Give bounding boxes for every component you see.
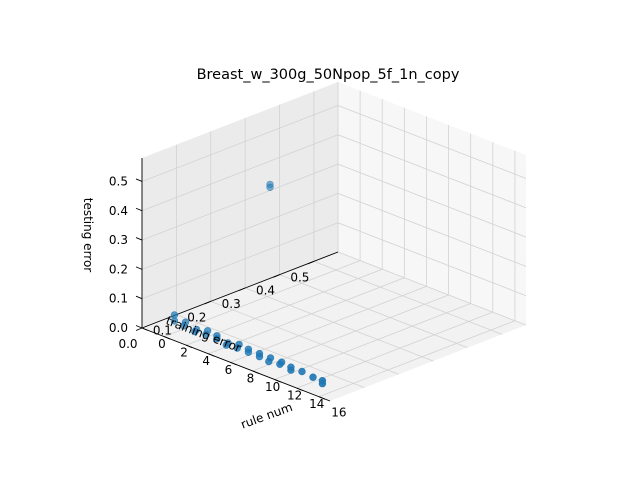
y-grid-floor <box>279 274 468 349</box>
y-tick-mark <box>204 300 211 305</box>
data-point <box>265 357 273 366</box>
data-point <box>233 344 242 352</box>
x-grid-floor <box>208 277 405 355</box>
x-tick-mark <box>318 396 326 400</box>
x-tick-mark <box>274 379 281 383</box>
z-grid-right <box>337 222 527 297</box>
data-point <box>287 366 295 374</box>
z-grid-left <box>141 193 339 270</box>
y-tick-mark <box>238 287 246 291</box>
x-tick-label: 10 <box>265 380 280 394</box>
x-grid-floor <box>186 268 383 346</box>
x-tick-mark <box>208 353 215 357</box>
z-grid-right <box>337 134 527 209</box>
z-grid-left <box>141 105 339 182</box>
data-point <box>276 360 284 368</box>
z-tick-label: 0.3 <box>109 233 128 247</box>
z-grid-left <box>141 134 339 212</box>
y-tick-mark <box>307 260 315 265</box>
z-tick-mark <box>135 207 143 212</box>
axis-panes <box>142 82 526 401</box>
z-tick-mark <box>135 178 143 182</box>
axis-ticks: 024 68 10 12 14 16 0.0 0.1 0.2 0.3 0.4 0.5 0.0 0.1 0.2… <box>109 174 347 419</box>
y-grid-floor <box>245 287 434 362</box>
x-grid-floor <box>318 320 516 398</box>
data-point <box>255 352 264 361</box>
x-tick-mark <box>186 344 193 349</box>
x-tick-label: 0 <box>158 337 166 351</box>
data-point <box>191 327 199 336</box>
z-grid-right <box>337 105 527 179</box>
z-tick-label: 0.5 <box>109 174 128 188</box>
y-tick-label: 0.0 <box>118 337 137 351</box>
y-grid-floor <box>313 260 503 335</box>
data-point <box>170 317 179 325</box>
z-grid-left <box>141 222 339 300</box>
x-grid-floor <box>274 303 471 380</box>
x-tick-label: 4 <box>202 354 210 368</box>
y-tick-label: 0.3 <box>222 297 241 311</box>
z-tick-mark <box>135 325 143 329</box>
x-tick-mark <box>252 370 259 374</box>
y-tick-label: 0.5 <box>290 270 309 284</box>
x-tick-label: 2 <box>180 346 188 360</box>
data-point <box>298 367 306 376</box>
z-tick-label: 0.1 <box>109 292 128 306</box>
x-tick-label: 16 <box>331 406 346 420</box>
z-tick-label: 0.4 <box>109 204 128 218</box>
data-point <box>180 322 188 330</box>
x-grid-floor <box>296 311 493 389</box>
x-grid-floor <box>163 260 361 337</box>
data-point <box>318 379 327 388</box>
y-tick-label: 0.4 <box>256 284 275 298</box>
x-tick-label: 8 <box>247 371 255 385</box>
z-tick-label: 0.2 <box>109 262 128 276</box>
data-point <box>213 332 221 340</box>
x-tick-mark <box>230 361 237 366</box>
x-tick-label: 12 <box>287 389 302 403</box>
x-tick-mark <box>141 327 149 331</box>
z-tick-mark <box>135 237 143 241</box>
y-tick-label: 0.2 <box>187 310 206 324</box>
data-point <box>222 341 231 349</box>
data-point <box>202 330 210 339</box>
z-grid-left <box>141 163 339 241</box>
data-point <box>309 373 317 381</box>
chart-title: Breast_w_300g_50Npop_5f_1n_copy <box>197 67 460 83</box>
x-tick-label: 14 <box>309 397 324 411</box>
floor-pane <box>142 252 526 401</box>
z-tick-mark <box>135 295 143 300</box>
x-tick-label: 6 <box>225 363 233 377</box>
x-axis-label: rule num <box>239 400 295 432</box>
x-tick-mark <box>296 387 303 392</box>
left-wall-pane <box>142 82 338 328</box>
y-tick-label: 0.1 <box>153 324 172 338</box>
z-grid-right <box>337 251 527 326</box>
data-point <box>266 180 274 189</box>
y-grid-floor <box>176 314 365 389</box>
data-points <box>170 180 327 388</box>
y-tick-mark <box>273 274 280 278</box>
data-point <box>244 348 253 356</box>
z-tick-label: 0.0 <box>109 321 128 335</box>
y-grid-floor <box>210 300 399 375</box>
z-tick-mark <box>135 266 143 270</box>
z-grid-right <box>337 163 527 238</box>
z-grid-right <box>337 193 527 267</box>
right-wall-pane <box>338 82 526 325</box>
x-tick-mark <box>163 336 171 340</box>
y-tick-mark <box>135 327 143 331</box>
x-grid-floor <box>230 285 427 363</box>
x-grid-floor <box>252 294 449 372</box>
z-axis-label: testing error <box>81 198 95 273</box>
